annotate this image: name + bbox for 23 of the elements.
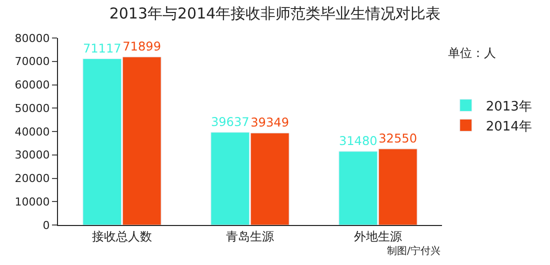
data-label: 71899	[122, 39, 162, 54]
y-tick-label: 0	[42, 218, 50, 232]
data-label: 39349	[250, 116, 290, 130]
y-tick-label: 80000	[14, 32, 50, 45]
data-label: 31480	[338, 134, 378, 148]
legend-label: 2013年	[486, 99, 532, 114]
data-label: 71117	[82, 41, 122, 56]
x-tick-label: 接收总人数	[92, 229, 152, 244]
text: 单位：人	[448, 46, 496, 60]
data-label: 39637	[210, 114, 250, 129]
y-tick-label: 30000	[14, 148, 50, 162]
y-tick-label: 20000	[14, 172, 50, 186]
text: 制图/宁付兴	[387, 245, 440, 257]
x-tick-label: 外地生源	[354, 229, 402, 244]
legend-label: 2014年	[486, 119, 532, 134]
y-tick-label: 10000	[14, 195, 50, 208]
y-tick-label: 50000	[14, 102, 50, 115]
x-tick-label: 青岛生源	[226, 229, 274, 244]
y-tick-label: 60000	[14, 78, 50, 92]
y-tick-label: 40000	[14, 125, 50, 138]
data-label: 32550	[378, 131, 418, 146]
chart-title: 2013年与2014年接收非师范类毕业生情况对比表	[109, 4, 441, 22]
y-tick-label: 70000	[14, 55, 50, 68]
